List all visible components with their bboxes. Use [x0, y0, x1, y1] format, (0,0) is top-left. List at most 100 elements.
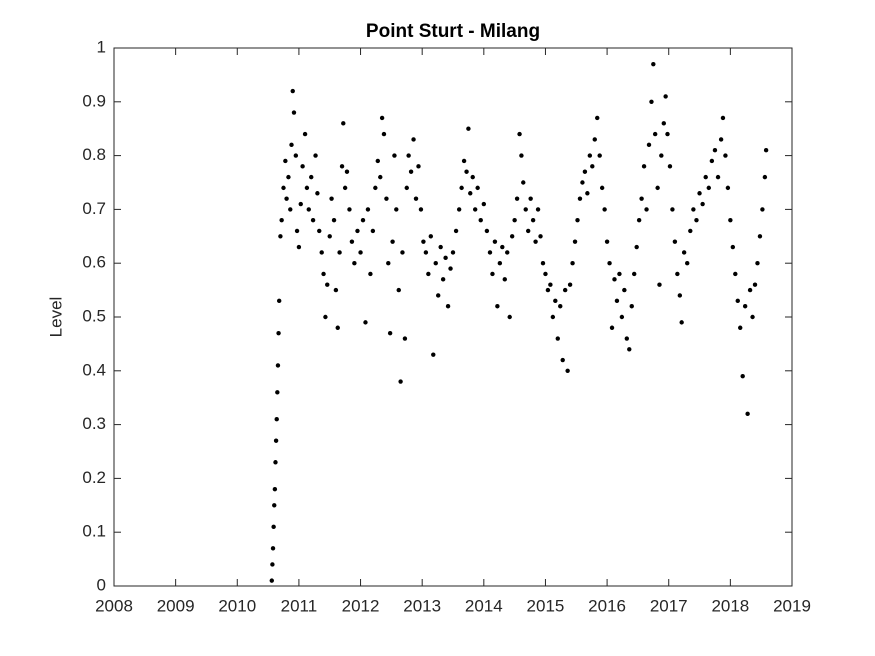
point: [293, 153, 299, 158]
point: [276, 298, 282, 304]
point: [317, 228, 322, 234]
point: [636, 217, 642, 223]
point: [555, 336, 560, 341]
point: [685, 261, 690, 266]
point: [400, 250, 405, 255]
point: [747, 287, 753, 293]
point: [706, 185, 711, 191]
point: [269, 578, 274, 583]
point: [517, 131, 522, 137]
point: [478, 217, 483, 223]
point: [752, 282, 758, 287]
point: [310, 217, 316, 223]
point: [558, 304, 563, 309]
point: [602, 207, 607, 212]
point: [368, 271, 373, 277]
point: [329, 196, 334, 201]
point: [270, 562, 275, 567]
point: [379, 115, 385, 121]
point: [384, 196, 389, 201]
point: [672, 239, 678, 244]
point: [649, 99, 654, 105]
point: [572, 239, 578, 244]
point: [604, 239, 610, 244]
point: [492, 239, 498, 244]
point: [720, 115, 726, 121]
point: [327, 234, 332, 239]
point: [681, 250, 687, 255]
point: [587, 153, 593, 158]
point: [288, 207, 293, 212]
point: [423, 250, 429, 255]
point: [459, 185, 464, 191]
point: [533, 239, 538, 244]
point: [270, 546, 276, 551]
point: [550, 314, 556, 320]
point: [639, 196, 644, 201]
point: [291, 110, 297, 115]
point: [481, 201, 487, 207]
point: [484, 228, 490, 234]
point: [445, 304, 451, 309]
point: [562, 287, 568, 293]
point: [273, 438, 279, 443]
point: [709, 158, 715, 164]
point: [545, 287, 551, 293]
point: [570, 261, 575, 266]
point: [725, 185, 731, 191]
point: [333, 287, 339, 293]
y-axis-label: Level: [46, 297, 65, 338]
point: [750, 314, 755, 320]
point: [505, 250, 510, 255]
point: [416, 164, 421, 169]
point: [688, 228, 693, 234]
point: [723, 153, 728, 158]
point: [632, 271, 637, 277]
y-tick-label: 0.6: [82, 253, 106, 272]
x-tick-label: 2011: [281, 596, 318, 615]
point: [763, 148, 769, 153]
x-tick-label: 2014: [465, 596, 503, 615]
point: [386, 261, 391, 266]
point: [276, 330, 281, 336]
point: [614, 298, 620, 304]
point: [375, 158, 381, 164]
y-tick-label: 0.3: [82, 414, 106, 433]
point: [464, 169, 469, 174]
point: [428, 234, 434, 239]
y-tick-label: 0.1: [82, 522, 106, 541]
point: [450, 250, 456, 255]
point: [418, 207, 424, 212]
point: [627, 347, 632, 352]
point: [358, 250, 363, 255]
point: [347, 207, 352, 212]
point: [290, 88, 295, 94]
point: [580, 180, 585, 185]
point: [363, 320, 368, 325]
point: [538, 234, 543, 239]
point: [272, 503, 277, 508]
point: [740, 373, 745, 379]
point: [406, 153, 411, 158]
point: [304, 185, 310, 191]
point: [659, 153, 664, 158]
point: [548, 282, 553, 287]
point: [730, 244, 736, 250]
point: [472, 207, 478, 212]
point: [421, 239, 426, 244]
point: [497, 261, 503, 266]
point: [760, 207, 765, 212]
point: [275, 390, 280, 395]
point: [443, 255, 448, 261]
point: [641, 164, 647, 169]
x-tick-label: 2015: [527, 596, 565, 615]
point: [339, 164, 345, 169]
point: [370, 228, 376, 234]
point: [728, 217, 733, 223]
point: [402, 336, 408, 341]
y-tick-label: 0.4: [82, 360, 106, 379]
point: [582, 169, 588, 174]
point: [426, 271, 431, 277]
point: [507, 314, 512, 320]
point: [271, 524, 276, 530]
